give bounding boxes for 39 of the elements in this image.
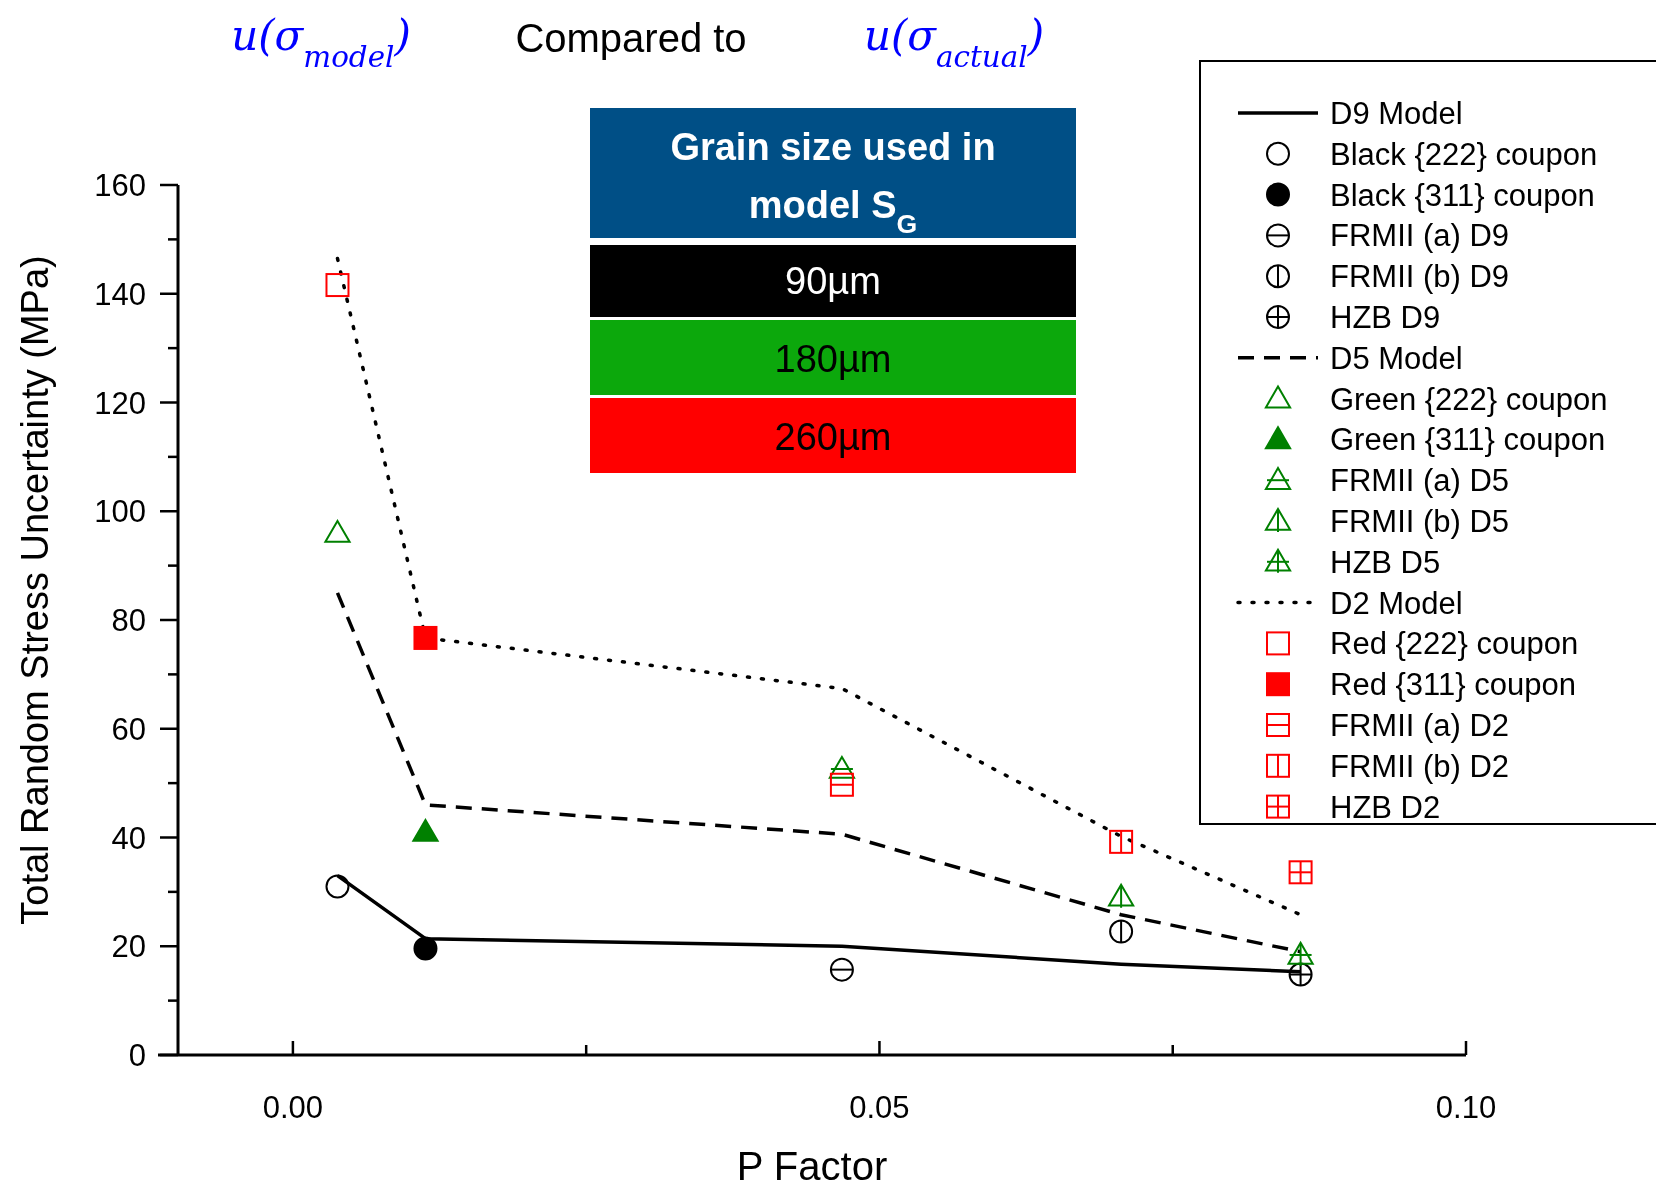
legend-label: Black {311} coupon [1330, 177, 1595, 213]
y-axis-title: Total Random Stress Uncertainty (MPa) [14, 255, 56, 925]
legend-label: FRMII (b) D5 [1330, 504, 1510, 539]
legend-label: D5 Model [1330, 340, 1463, 376]
x-axis-title: P Factor [736, 1144, 888, 1188]
legend-label: FRMII (a) D9 [1330, 218, 1510, 254]
legend-label: Red {311} coupon [1330, 667, 1576, 703]
x-tick-label: 0.00 [262, 1090, 324, 1125]
legend-label: Black {222} coupon [1330, 136, 1598, 172]
text: u(σ$_{actual}$) [863, 11, 1045, 74]
annotation: Grain size used in model S$_{G}$ [670, 126, 996, 239]
legend-label: FRMII (b) D9 [1330, 259, 1510, 295]
y-tick-label: 140 [94, 276, 146, 312]
legend-label: Red {222} coupon [1330, 626, 1579, 662]
y-tick-label: 20 [111, 929, 146, 965]
x-tick-label: 0.10 [1435, 1090, 1497, 1125]
text: u(σ$_{model}$) [231, 11, 411, 74]
text: Compared to [515, 16, 747, 60]
legend-label: HZB D9 [1330, 300, 1441, 335]
legend-label: Green {311} coupon [1330, 422, 1606, 458]
legend-label: FRMII (a) D5 [1330, 463, 1510, 499]
legend-label: HZB D5 [1330, 544, 1441, 580]
legend-label: FRMII (b) D2 [1330, 748, 1510, 784]
legend-label: HZB D2 [1330, 789, 1441, 825]
y-tick-label: 160 [94, 168, 146, 203]
y-tick-label: 40 [111, 820, 146, 856]
y-tick-label: 100 [94, 494, 146, 530]
x-tick-label: 0.05 [849, 1090, 910, 1125]
legend-label: Green {222} coupon [1330, 381, 1608, 417]
y-tick-label: 120 [94, 385, 146, 421]
legend-label: D9 Model [1330, 96, 1463, 131]
y-tick-label: 80 [111, 603, 146, 638]
y-tick-label: 60 [111, 711, 146, 747]
legend-label: FRMII (a) D2 [1330, 708, 1510, 743]
annotation: 90µm [785, 260, 881, 302]
legend-label: D2 Model [1330, 585, 1463, 621]
annotation: 260µm [774, 416, 892, 458]
annotation: 180µm [774, 338, 892, 380]
y-tick-label: 0 [128, 1038, 146, 1073]
